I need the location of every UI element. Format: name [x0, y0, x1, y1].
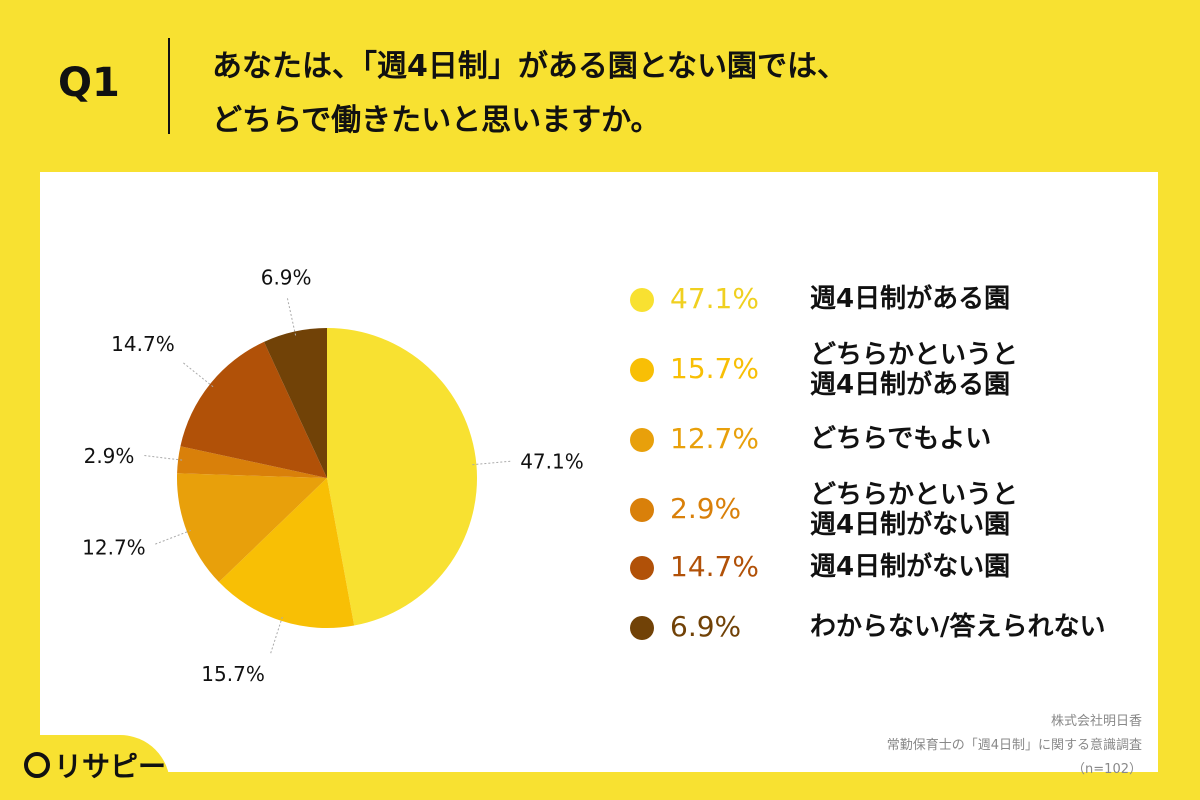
- question-text: あなたは、「週4日制」がある園とない園では、 どちらで働きたいと思いますか。: [212, 40, 847, 148]
- legend-item-2: 12.7% どちらでもよい: [630, 410, 1170, 470]
- legend-label-line-5-0: わからない/答えられない: [810, 612, 1106, 642]
- leader-line-4: [181, 361, 214, 388]
- legend-percent-3: 2.9%: [670, 492, 742, 525]
- logo-text: リサピー: [54, 750, 167, 783]
- pie-slice-5: [263, 328, 327, 478]
- source-company: 株式会社明日香: [1050, 714, 1142, 729]
- legend-item-4: 14.7% 週4日制がない園: [630, 538, 1170, 598]
- pie-slice-0: [327, 328, 478, 626]
- legend-item-0: 47.1% 週4日制がある園: [630, 270, 1170, 330]
- header-divider: [168, 38, 170, 134]
- pie-slice-4: [180, 341, 327, 478]
- legend-swatch-2: [630, 428, 654, 452]
- pie-data-label-5: 6.9%: [261, 265, 312, 289]
- legend-item-3: 2.9% どちらかというと 週4日制がない園: [630, 480, 1170, 540]
- legend-swatch-0: [630, 288, 654, 312]
- legend-label-line-3-0: どちらかというと: [810, 480, 1019, 510]
- legend-label-4: 週4日制がない園: [810, 552, 1010, 582]
- legend-label-3: どちらかというと 週4日制がない園: [810, 480, 1018, 540]
- legend-label-0: 週4日制がある園: [810, 284, 1010, 314]
- pie-slice-3: [177, 446, 327, 478]
- legend-percent-1: 15.7%: [670, 352, 759, 385]
- leader-line-1: [269, 616, 283, 656]
- source-survey: 常勤保育士の「週4日制」に関する意識調査: [886, 738, 1142, 753]
- question-number: Q1: [58, 60, 120, 106]
- source-note: 株式会社明日香 常勤保育士の「週4日制」に関する意識調査 （n=102）: [887, 710, 1142, 782]
- question-line-1: あなたは、「週4日制」がある園とない園では、: [212, 49, 847, 84]
- legend-percent-4: 14.7%: [670, 550, 759, 583]
- legend-percent-5: 6.9%: [670, 610, 742, 643]
- leader-line-2: [153, 529, 191, 546]
- legend-label-1: どちらかというと 週4日制がある園: [810, 340, 1018, 400]
- pie-data-label-1: 15.7%: [201, 662, 265, 686]
- pie-slice-2: [176, 473, 327, 583]
- leader-line-5: [286, 296, 297, 336]
- source-sample-size: （n=102）: [1072, 762, 1142, 777]
- legend-percent-0: 47.1%: [670, 282, 759, 315]
- pie-data-label-2: 12.7%: [82, 535, 146, 559]
- question-line-2: どちらで働きたいと思いますか。: [212, 103, 661, 138]
- legend-label-line-0-0: 週4日制がある園: [810, 284, 1011, 314]
- pie-data-label-0: 47.1%: [520, 450, 584, 474]
- pie-slice-1: [218, 478, 355, 629]
- legend-swatch-4: [630, 556, 654, 580]
- legend-swatch-1: [630, 358, 654, 382]
- legend-percent-2: 12.7%: [670, 422, 759, 455]
- legend-label-line-1-0: どちらかというと: [810, 340, 1019, 370]
- pie-data-label-4: 14.7%: [111, 332, 175, 356]
- legend-swatch-3: [630, 498, 654, 522]
- pie-data-label-3: 2.9%: [84, 444, 135, 468]
- legend-label-line-1-1: 週4日制がある園: [810, 370, 1011, 400]
- legend-label-2: どちらでもよい: [810, 424, 991, 454]
- logo: リサピー: [24, 745, 166, 785]
- leader-line-3: [142, 454, 183, 461]
- legend-label-line-2-0: どちらでもよい: [810, 424, 992, 454]
- legend-label-line-4-0: 週4日制がない園: [810, 552, 1011, 582]
- legend-item-1: 15.7% どちらかというと 週4日制がある園: [630, 340, 1170, 400]
- legend-label-line-3-1: 週4日制がない園: [810, 510, 1011, 540]
- legend-swatch-5: [630, 616, 654, 640]
- legend-label-5: わからない/答えられない: [810, 612, 1106, 642]
- logo-pin-icon: [24, 752, 50, 778]
- leader-line-0: [472, 460, 513, 466]
- legend-item-5: 6.9% わからない/答えられない: [630, 598, 1170, 658]
